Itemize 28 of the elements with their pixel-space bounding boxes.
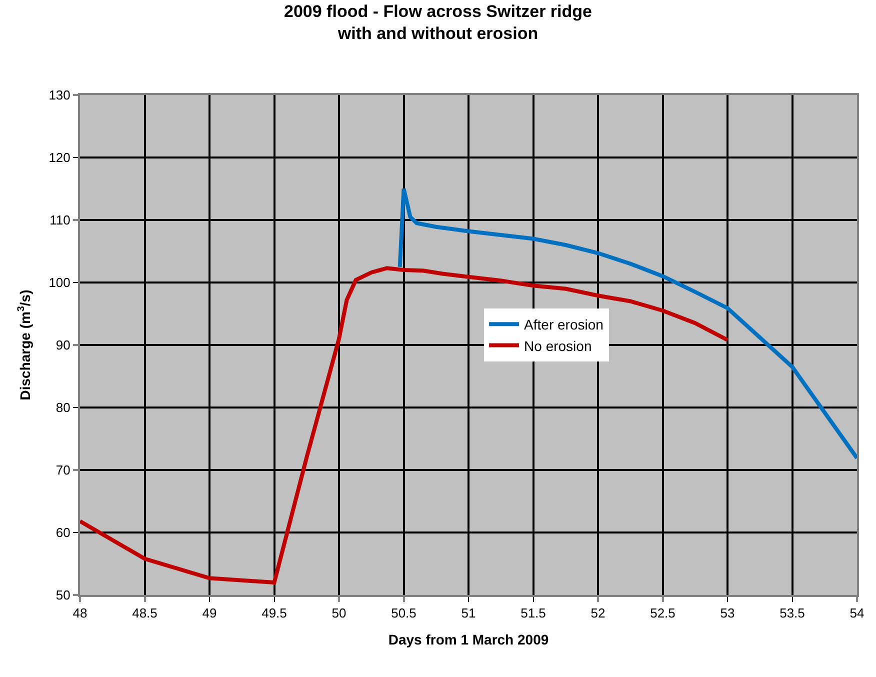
y-tick-label: 50 <box>56 588 70 603</box>
x-tick-label: 51 <box>461 606 476 621</box>
x-axis-title: Days from 1 March 2009 <box>388 631 549 648</box>
x-tick-label: 54 <box>850 606 864 621</box>
line-series <box>80 266 730 584</box>
x-tick-label: 51.5 <box>520 606 546 621</box>
y-tick-label: 130 <box>48 88 70 103</box>
x-tick-label: 48.5 <box>132 606 158 621</box>
legend-label: No erosion <box>524 338 592 354</box>
y-tick-label: 60 <box>56 525 70 540</box>
x-tick-label: 50.5 <box>391 606 416 621</box>
x-tick-label: 52.5 <box>650 606 676 621</box>
x-tick-label: 53 <box>720 606 735 621</box>
x-tick-label: 53.5 <box>780 606 805 621</box>
line-series <box>398 186 857 460</box>
x-tick-label: 49.5 <box>262 606 287 621</box>
y-tick-label: 90 <box>56 338 70 353</box>
x-tick-label: 52 <box>590 606 606 621</box>
y-tick-label: 70 <box>56 462 70 478</box>
x-tick-label: 49 <box>202 606 217 621</box>
y-tick-label: 100 <box>48 275 70 290</box>
y-tick-label: 80 <box>56 400 70 416</box>
chart-title: 2009 flood - Flow across Switzer ridge with and without erosion <box>284 2 592 44</box>
x-tick-label: 50 <box>332 606 346 621</box>
y-tick-label: 120 <box>48 150 70 166</box>
y-tick-label: 110 <box>50 212 70 228</box>
legend-label: After erosion <box>524 316 604 333</box>
x-tick-label: 48 <box>72 606 88 621</box>
